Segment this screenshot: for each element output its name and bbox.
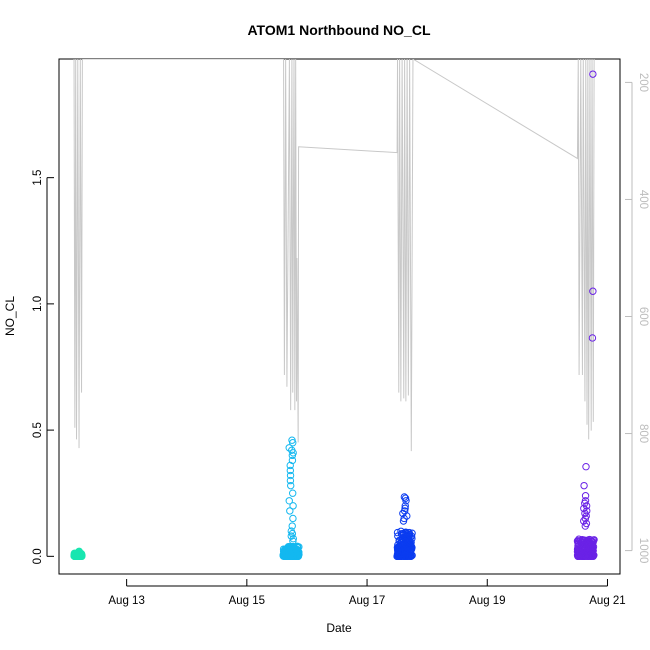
secondary-y-axis: 200 400 600 800 1000 bbox=[625, 73, 649, 564]
data-point bbox=[75, 548, 83, 557]
data-point bbox=[406, 541, 414, 549]
x-tick-label: Aug 17 bbox=[349, 595, 385, 607]
data-point bbox=[397, 527, 405, 535]
data-point bbox=[402, 497, 410, 505]
data-point bbox=[580, 551, 589, 560]
data-point bbox=[589, 287, 597, 295]
series-3 bbox=[393, 493, 416, 561]
y-tick-label: 1.5 bbox=[32, 170, 44, 186]
y-axis-label: NO_CL bbox=[3, 296, 17, 336]
data-point bbox=[286, 466, 295, 475]
data-point bbox=[405, 530, 414, 538]
data-point bbox=[582, 463, 590, 471]
data-point bbox=[287, 532, 295, 540]
data-point bbox=[289, 502, 297, 510]
data-point bbox=[401, 502, 409, 510]
data-point bbox=[287, 481, 295, 490]
data-point bbox=[400, 493, 409, 501]
data-point bbox=[286, 471, 295, 480]
secondary-line bbox=[73, 59, 595, 452]
data-point bbox=[407, 542, 415, 550]
data-point bbox=[399, 509, 407, 518]
data-point bbox=[589, 70, 597, 78]
secondary-y-tick-label: 400 bbox=[637, 190, 649, 209]
data-point bbox=[291, 552, 299, 560]
data-point bbox=[581, 522, 589, 530]
data-point bbox=[286, 461, 294, 470]
data-point bbox=[575, 535, 583, 543]
x-tick-label: Aug 13 bbox=[108, 595, 144, 607]
data-point bbox=[579, 550, 587, 559]
data-point bbox=[288, 522, 296, 530]
x-tick-label: Aug 15 bbox=[229, 595, 265, 607]
data-point bbox=[286, 507, 294, 515]
series-2 bbox=[279, 436, 303, 561]
data-point bbox=[401, 545, 410, 554]
data-point bbox=[286, 476, 295, 485]
data-point bbox=[585, 535, 594, 544]
data-point bbox=[574, 542, 582, 550]
data-point bbox=[586, 543, 594, 552]
data-point bbox=[401, 494, 410, 502]
series-4 bbox=[573, 70, 598, 561]
data-point bbox=[289, 514, 297, 523]
data-point bbox=[289, 534, 297, 543]
y-tick-label: 0.0 bbox=[32, 548, 44, 564]
secondary-series-line bbox=[73, 59, 595, 452]
y-tick-label: 1.0 bbox=[32, 296, 44, 312]
data-point bbox=[285, 497, 293, 505]
data-point bbox=[403, 541, 411, 549]
secondary-y-tick-label: 200 bbox=[637, 73, 649, 92]
x-tick-label: Aug 19 bbox=[469, 595, 505, 607]
chart-title: ATOM1 Northbound NO_CL bbox=[247, 22, 430, 38]
data-point bbox=[288, 451, 297, 460]
data-point bbox=[294, 552, 302, 560]
data-point bbox=[293, 544, 302, 552]
data-point bbox=[286, 551, 294, 559]
y-axis: 0.0 0.5 1.0 1.5 bbox=[32, 170, 54, 564]
data-point bbox=[590, 536, 598, 544]
data-point bbox=[581, 492, 590, 500]
data-point bbox=[588, 334, 597, 342]
data-point bbox=[589, 552, 597, 560]
data-point bbox=[289, 439, 297, 447]
data-point bbox=[289, 489, 297, 497]
y-tick-label: 0.5 bbox=[32, 422, 44, 438]
x-tick-label: Aug 21 bbox=[589, 595, 625, 607]
x-axis: Aug 13 Aug 15 Aug 17 Aug 19 Aug 21 bbox=[108, 579, 626, 607]
secondary-y-tick-label: 600 bbox=[637, 307, 649, 326]
data-point bbox=[397, 550, 405, 558]
plot-area-frame bbox=[58, 58, 621, 575]
data-point bbox=[408, 551, 416, 560]
data-points bbox=[70, 70, 598, 561]
data-point bbox=[285, 444, 293, 452]
data-point bbox=[282, 549, 291, 558]
data-point bbox=[397, 530, 406, 538]
data-point bbox=[406, 546, 414, 554]
data-point bbox=[580, 481, 588, 490]
data-point bbox=[576, 537, 584, 545]
secondary-y-tick-label: 800 bbox=[637, 424, 649, 443]
x-axis-label: Date bbox=[326, 621, 352, 635]
secondary-y-tick-label: 1000 bbox=[637, 538, 649, 564]
series-1 bbox=[70, 547, 86, 561]
data-point bbox=[402, 531, 410, 539]
data-point bbox=[295, 543, 303, 551]
data-point bbox=[399, 517, 408, 525]
data-point bbox=[289, 537, 297, 545]
